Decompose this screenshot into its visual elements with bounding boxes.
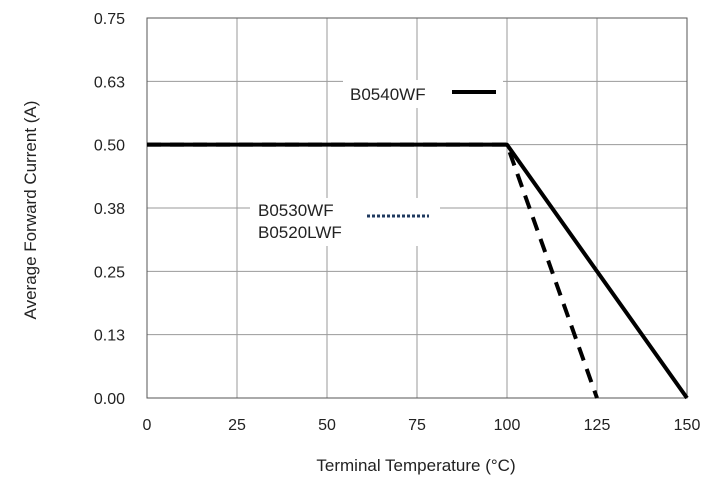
series-line-b0540wf <box>147 142 689 400</box>
y-tick-label: 0.25 <box>94 264 125 281</box>
series-group <box>147 142 689 400</box>
y-tick-label: 0.13 <box>94 328 125 345</box>
legend-box-b0530wf <box>250 198 440 246</box>
x-tick-labels: 0 25 50 75 100 125 150 <box>143 417 701 434</box>
x-tick-label: 125 <box>584 417 611 434</box>
legend: B0540WF B0530WF B0520LWF <box>250 80 503 246</box>
x-tick-label: 0 <box>143 417 152 434</box>
y-tick-label: 0.00 <box>94 391 125 408</box>
y-axis-label: Average Forward Current (A) <box>21 101 40 320</box>
x-tick-label: 100 <box>494 417 521 434</box>
x-tick-label: 50 <box>318 417 336 434</box>
y-tick-labels: 0.00 0.13 0.25 0.38 0.50 0.63 0.75 <box>94 11 125 408</box>
y-tick-label: 0.50 <box>94 138 125 155</box>
legend-label-b0530wf: B0530WF <box>258 201 334 220</box>
x-tick-label: 150 <box>674 417 701 434</box>
x-tick-label: 25 <box>228 417 246 434</box>
y-tick-label: 0.38 <box>94 201 125 218</box>
y-tick-label: 0.63 <box>94 74 125 91</box>
plot-frame <box>146 17 688 399</box>
y-tick-label: 0.75 <box>94 11 125 28</box>
legend-label-b0540wf: B0540WF <box>350 85 426 104</box>
x-tick-label: 75 <box>408 417 426 434</box>
x-axis-label: Terminal Temperature (°C) <box>316 456 515 475</box>
legend-label-b0520lwf: B0520LWF <box>258 223 342 242</box>
